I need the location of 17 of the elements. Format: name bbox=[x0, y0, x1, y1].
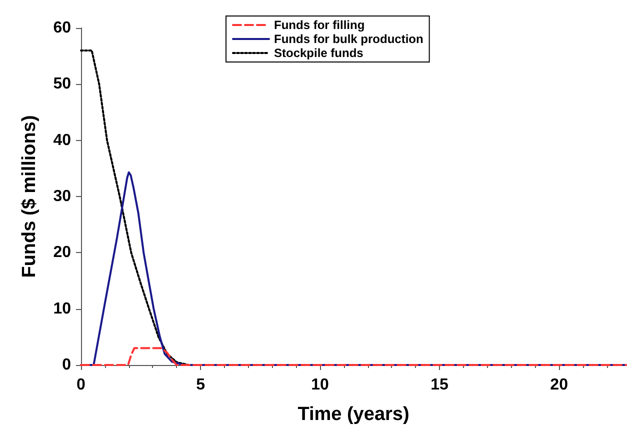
y-tick-label: 50 bbox=[53, 76, 72, 93]
y-tick-label: 10 bbox=[53, 300, 72, 318]
y-axis-title: Funds ($ millions) bbox=[19, 115, 40, 278]
legend-label: Stockpile funds bbox=[274, 46, 364, 60]
x-tick-label: 5 bbox=[196, 376, 206, 394]
legend-label: Funds for filling bbox=[274, 18, 365, 32]
y-tick-label: 20 bbox=[53, 244, 72, 262]
x-tick-label: 10 bbox=[311, 376, 330, 394]
y-tick-label: 40 bbox=[53, 132, 72, 149]
y-tick-label: 60 bbox=[53, 20, 72, 36]
x-tick-label: 15 bbox=[430, 376, 449, 394]
y-tick-label: 0 bbox=[62, 356, 72, 374]
x-axis-title: Time (years) bbox=[298, 404, 410, 425]
y-tick-label: 30 bbox=[53, 188, 72, 205]
x-tick-label: 0 bbox=[76, 376, 86, 394]
legend-label: Funds for bulk production bbox=[274, 32, 424, 46]
x-tick-label: 20 bbox=[550, 376, 568, 394]
